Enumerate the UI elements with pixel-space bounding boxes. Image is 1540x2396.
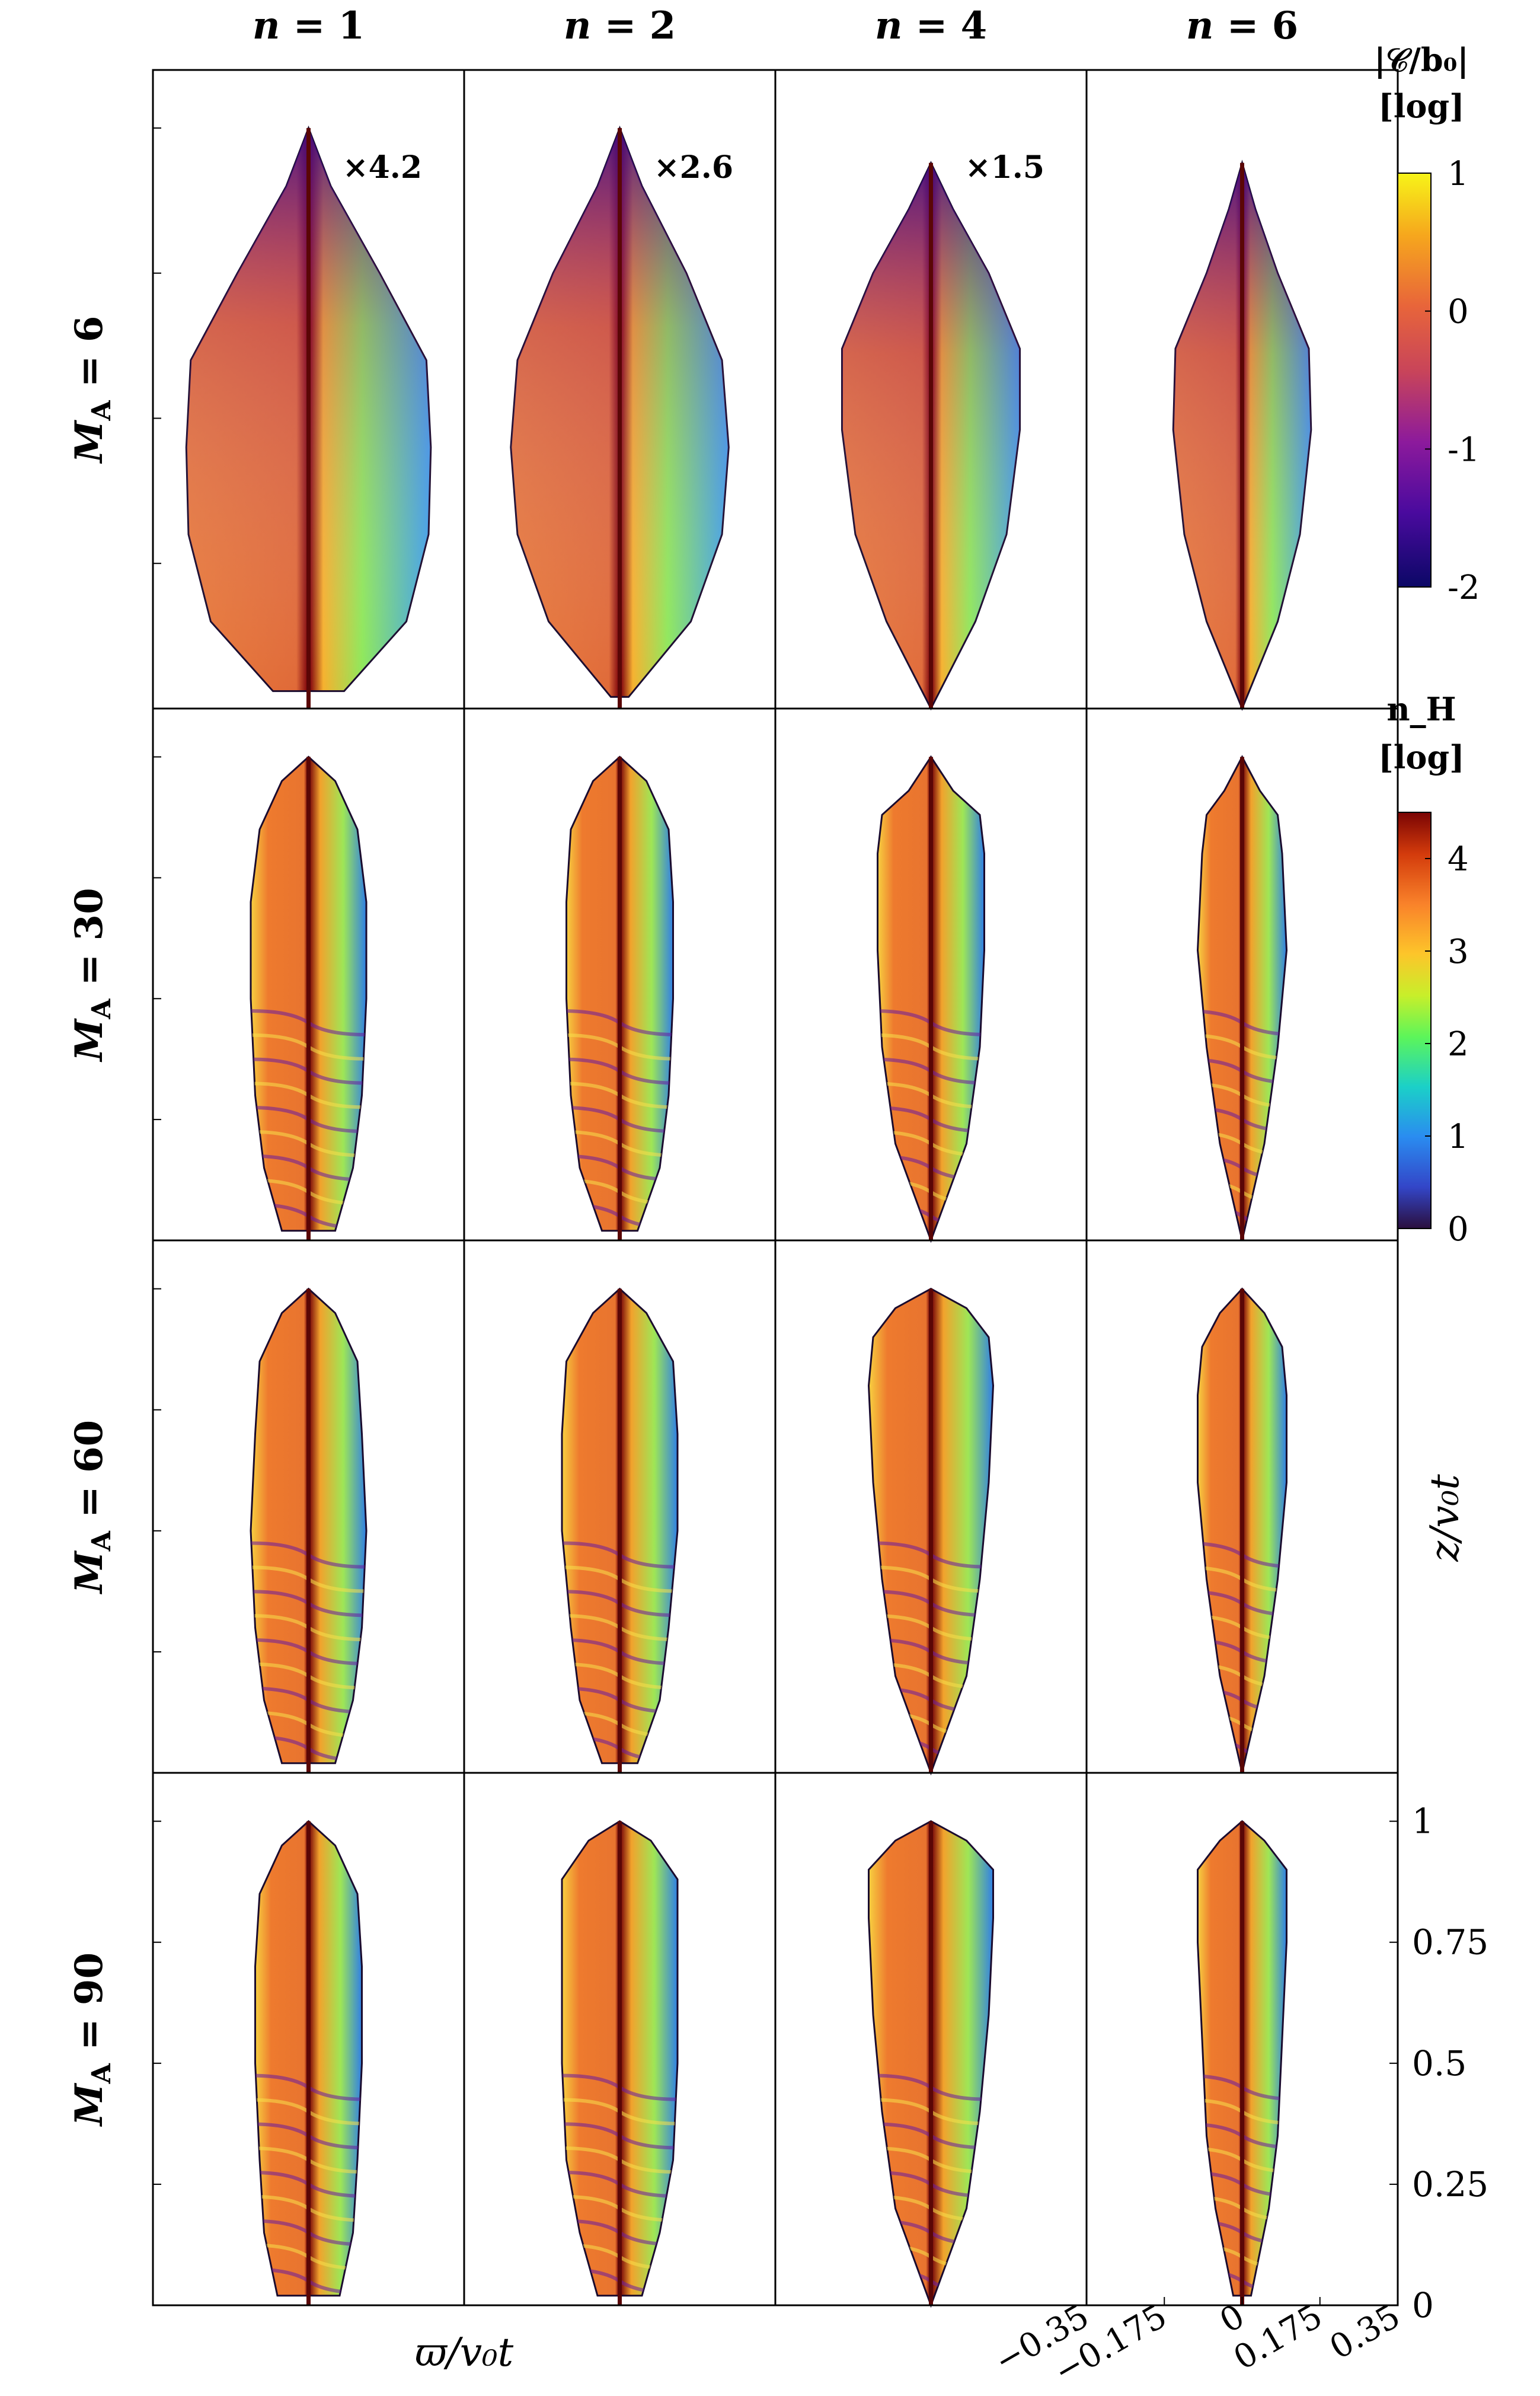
colorbar-tick-label: 0 — [1448, 1210, 1469, 1249]
panel-r3-c4 — [1197, 1287, 1287, 1773]
ytick-label: 0 — [1412, 2285, 1434, 2325]
colorbar-tick-label: 1 — [1448, 155, 1469, 193]
xtick-label: 0.175 — [1227, 2297, 1328, 2378]
colorbar-tick-label: -1 — [1448, 430, 1480, 469]
column-header: n = 2 — [564, 4, 676, 48]
colorbar-unit: [log] — [1378, 87, 1464, 125]
panel-r1-c1 — [185, 125, 432, 709]
scale-annotation: ×2.6 — [654, 149, 733, 186]
row-label: MA = 30 — [67, 888, 117, 1062]
y-axis-label: z/v₀t — [1422, 1474, 1468, 1562]
colorbar-2: n_H [log] 4 3 2 1 0 — [1378, 690, 1468, 1249]
colorbar-title: n_H — [1386, 690, 1456, 728]
colorbar-tick-label: 0 — [1448, 293, 1469, 331]
colorbar-1: |𝒞/b₀| [log] 1 0 -1 -2 — [1374, 41, 1480, 607]
ytick-label: 1 — [1412, 1801, 1434, 1842]
panel-r3-c2 — [561, 1287, 679, 1773]
column-header: n = 6 — [1186, 4, 1298, 48]
panel-r4-c3 — [868, 1820, 994, 2308]
x-axis-label: ϖ/v₀t — [415, 2330, 514, 2375]
colorbar-ramp — [1397, 173, 1432, 588]
colorbar-tick-label: 1 — [1448, 1118, 1469, 1156]
column-header: n = 1 — [253, 4, 365, 48]
panel-r1-c4 — [1172, 159, 1312, 711]
ytick-label: 0.25 — [1412, 2164, 1488, 2204]
colorbar-tick-label: 4 — [1448, 840, 1469, 879]
panel-r3-c3 — [867, 1287, 995, 1776]
ytick-label: 0.75 — [1412, 1922, 1488, 1963]
scale-annotation: ×1.5 — [965, 149, 1044, 186]
panel-r2-c3 — [877, 755, 985, 1243]
row-label: MA = 90 — [67, 1952, 117, 2127]
ytick-label: 0.5 — [1412, 2043, 1466, 2084]
panel-r1-c3 — [841, 161, 1021, 711]
colorbar-tick-label: 3 — [1448, 933, 1469, 971]
panel-r4-c1 — [254, 1820, 363, 2305]
scale-annotation: ×4.2 — [343, 149, 422, 186]
colorbar-title: |𝒞/b₀| — [1374, 41, 1469, 79]
panel-r4-c4 — [1197, 1820, 1287, 2305]
xtick-label: 0.35 — [1324, 2297, 1407, 2368]
colorbar-tick-label: -2 — [1448, 569, 1480, 607]
column-header: n = 4 — [875, 4, 987, 48]
row-label: MA = 6 — [67, 316, 117, 464]
row-label: MA = 60 — [67, 1420, 117, 1594]
panel-r2-c4 — [1196, 755, 1288, 1241]
panel-r3-c1 — [250, 1287, 368, 1773]
panel-r4-c2 — [561, 1820, 679, 2305]
colorbar-tick-label: 2 — [1448, 1025, 1469, 1064]
panel-r1-c2 — [510, 125, 730, 709]
panel-r2-c2 — [565, 755, 674, 1240]
colorbar-unit: [log] — [1378, 738, 1464, 776]
panel-r2-c1 — [250, 755, 368, 1240]
colorbar-ramp — [1397, 812, 1432, 1229]
